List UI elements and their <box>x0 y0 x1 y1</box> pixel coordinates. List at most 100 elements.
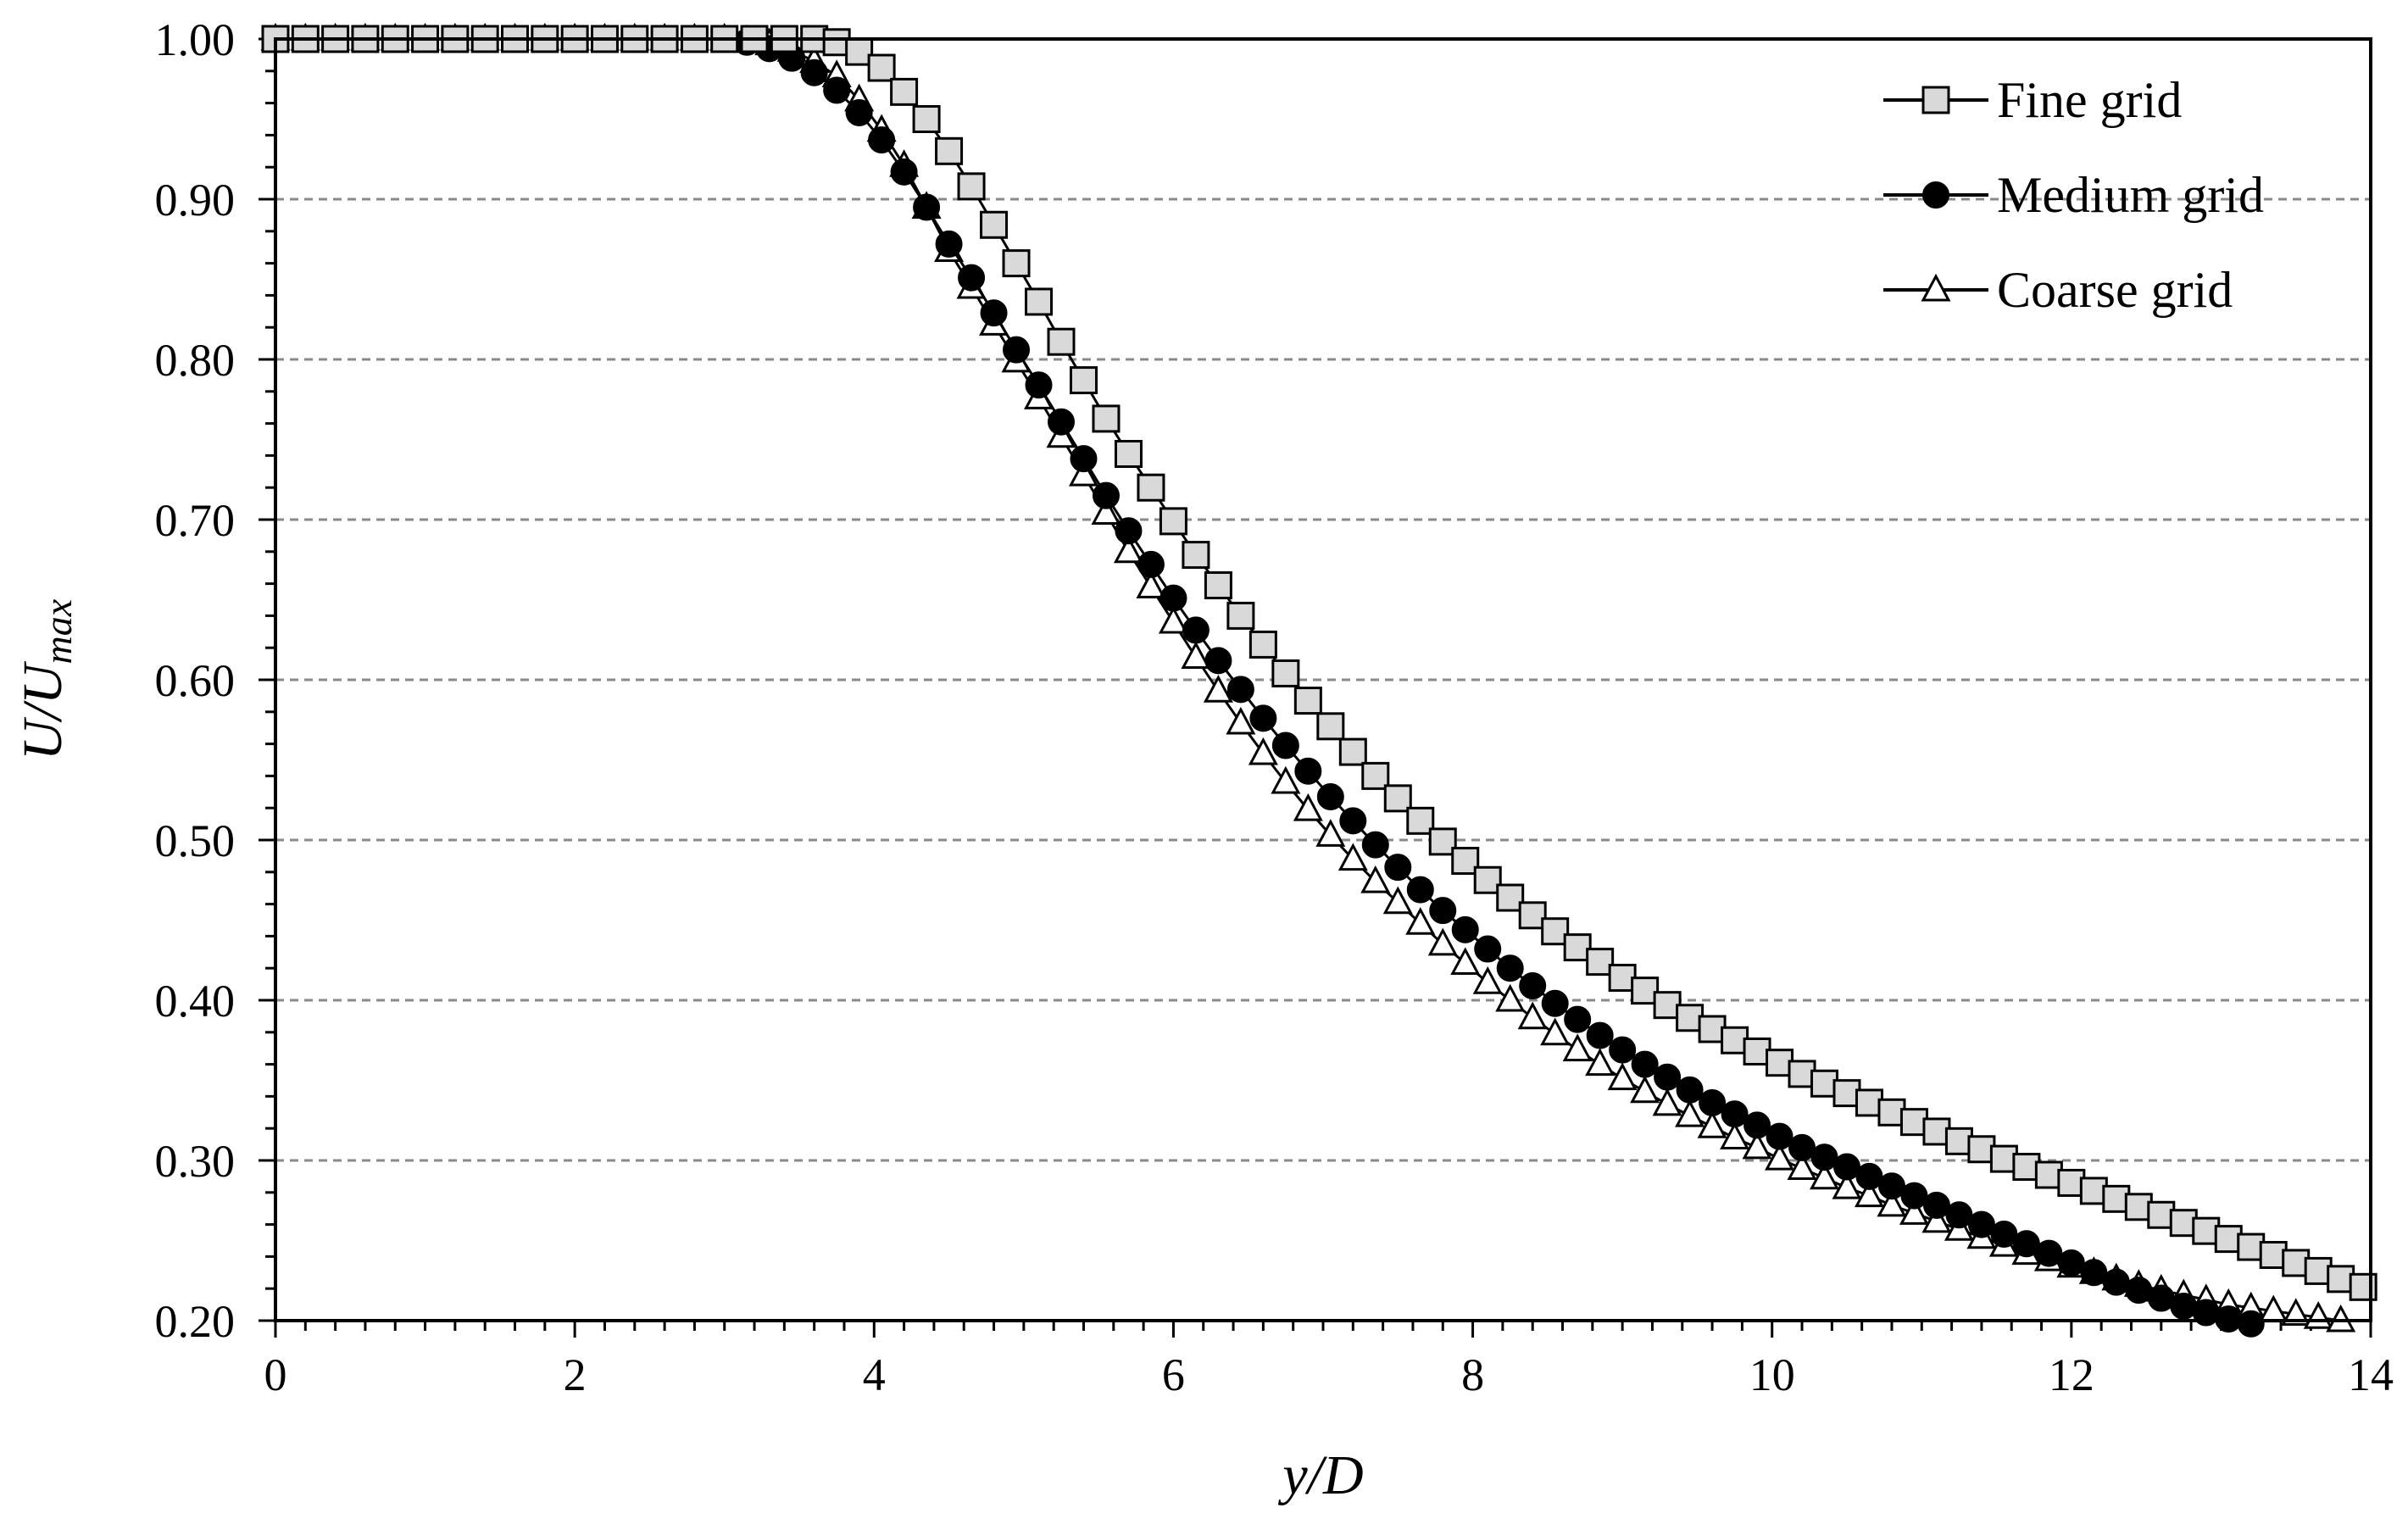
marker-circle <box>1855 1162 1883 1190</box>
marker-circle <box>913 193 941 221</box>
legend-marker-triangle <box>1921 273 1951 302</box>
y-tick-label: 0.60 <box>155 655 236 706</box>
marker-circle <box>1699 1088 1727 1116</box>
marker-triangle <box>1765 1142 1795 1171</box>
legend-item-coarse: Coarse grid <box>1883 262 2233 318</box>
x-tick-label: 12 <box>2049 1349 2094 1400</box>
marker-triangle <box>1136 570 1166 598</box>
marker-triangle <box>1787 1152 1817 1180</box>
marker-circle <box>1967 1210 1995 1238</box>
marker-triangle <box>1630 1075 1660 1104</box>
marker-circle <box>1294 757 1322 785</box>
marker-circle <box>2170 1292 2198 1320</box>
marker-circle <box>1361 831 1389 859</box>
marker-triangle <box>1068 458 1098 487</box>
y-tick-label: 1.00 <box>155 14 236 65</box>
marker-square <box>1743 1037 1771 1065</box>
marker-circle <box>1833 1153 1860 1181</box>
marker-triangle <box>1675 1099 1705 1127</box>
marker-triangle <box>1899 1197 1929 1225</box>
marker-circle <box>1496 954 1524 982</box>
y-tick-label: 0.80 <box>155 335 236 386</box>
marker-circle <box>1877 1172 1905 1200</box>
marker-circle <box>1743 1111 1771 1139</box>
marker-triangle <box>1337 843 1368 871</box>
marker-circle <box>1182 616 1210 644</box>
marker-square <box>1137 473 1165 502</box>
marker-triangle <box>1607 1062 1638 1091</box>
marker-square <box>1316 712 1345 741</box>
y-tick-label: 0.20 <box>155 1296 236 1347</box>
marker-circle <box>2035 1239 2063 1267</box>
marker-circle <box>1271 732 1299 759</box>
y-axis-title-part: U <box>12 660 74 704</box>
marker-square <box>1226 601 1255 630</box>
legend-marker-circle <box>1922 181 1949 209</box>
marker-circle <box>1226 676 1254 704</box>
tick-labels: 0 2 4 6 8 10 12 14 0.20 0.30 0.40 0.50 0.60 0.70 0.80 0… <box>155 14 2394 1400</box>
marker-square <box>1182 541 1210 570</box>
marker-triangle <box>2281 1298 2311 1326</box>
marker-triangle <box>1495 983 1526 1012</box>
marker-square <box>957 172 986 201</box>
marker-square <box>912 105 941 133</box>
marker-square <box>1002 249 1031 278</box>
marker-triangle <box>1697 1110 1727 1138</box>
marker-circle <box>1429 897 1457 925</box>
legend-label: Medium grid <box>1997 167 2264 223</box>
y-tick-label: 0.50 <box>155 815 236 866</box>
marker-circle <box>1025 371 1053 399</box>
x-tick-label: 2 <box>564 1349 587 1400</box>
marker-triangle <box>1382 886 1413 915</box>
marker-circle <box>1115 517 1143 545</box>
marker-triangle <box>1158 605 1188 634</box>
marker-triangle <box>1091 497 1121 525</box>
marker-triangle <box>1181 641 1211 670</box>
marker-square <box>1025 287 1054 316</box>
marker-square <box>1451 847 1480 876</box>
marker-circle <box>1609 1036 1637 1064</box>
marker-circle <box>1990 1220 2018 1248</box>
legend-label: Coarse grid <box>1997 262 2233 318</box>
x-tick-label: 6 <box>1162 1349 1185 1400</box>
marker-circle <box>845 98 873 126</box>
marker-square <box>935 136 964 165</box>
marker-circle <box>1406 876 1434 904</box>
marker-circle <box>2057 1249 2085 1277</box>
marker-circle <box>1474 935 1502 963</box>
marker-triangle <box>1540 1017 1571 1046</box>
marker-square <box>1271 659 1300 687</box>
marker-triangle <box>1113 535 1143 564</box>
marker-circle <box>1048 408 1075 436</box>
legend-marker-square <box>1921 86 1950 114</box>
marker-circle <box>2237 1310 2265 1338</box>
marker-square <box>1248 630 1277 659</box>
marker-square <box>980 210 1009 239</box>
marker-triangle <box>1720 1121 1750 1150</box>
marker-circle <box>1810 1143 1838 1171</box>
marker-circle <box>1160 584 1187 612</box>
marker-triangle <box>1854 1179 1884 1208</box>
marker-triangle <box>1427 927 1458 956</box>
legend-label: Fine grid <box>1997 72 2182 128</box>
gridlines <box>275 198 2371 1162</box>
marker-square <box>1092 404 1121 433</box>
marker-square <box>867 53 896 82</box>
marker-circle <box>1564 1005 1592 1033</box>
marker-square <box>1921 86 1950 114</box>
marker-circle <box>1788 1133 1816 1161</box>
marker-triangle <box>1472 966 1503 994</box>
marker-circle <box>1631 1050 1659 1078</box>
y-tick-label: 0.70 <box>155 495 236 546</box>
marker-square <box>1293 687 1322 715</box>
marker-triangle <box>1832 1171 1862 1199</box>
x-tick-label: 10 <box>1749 1349 1795 1400</box>
marker-circle <box>1137 550 1165 578</box>
marker-square <box>1069 366 1098 395</box>
y-tick-label: 0.40 <box>155 976 236 1026</box>
y-axis-title-part: U <box>12 716 74 760</box>
marker-triangle <box>1203 675 1233 703</box>
marker-circle <box>823 76 851 104</box>
y-tick-label: 0.90 <box>155 175 236 225</box>
marker-circle <box>800 58 828 86</box>
